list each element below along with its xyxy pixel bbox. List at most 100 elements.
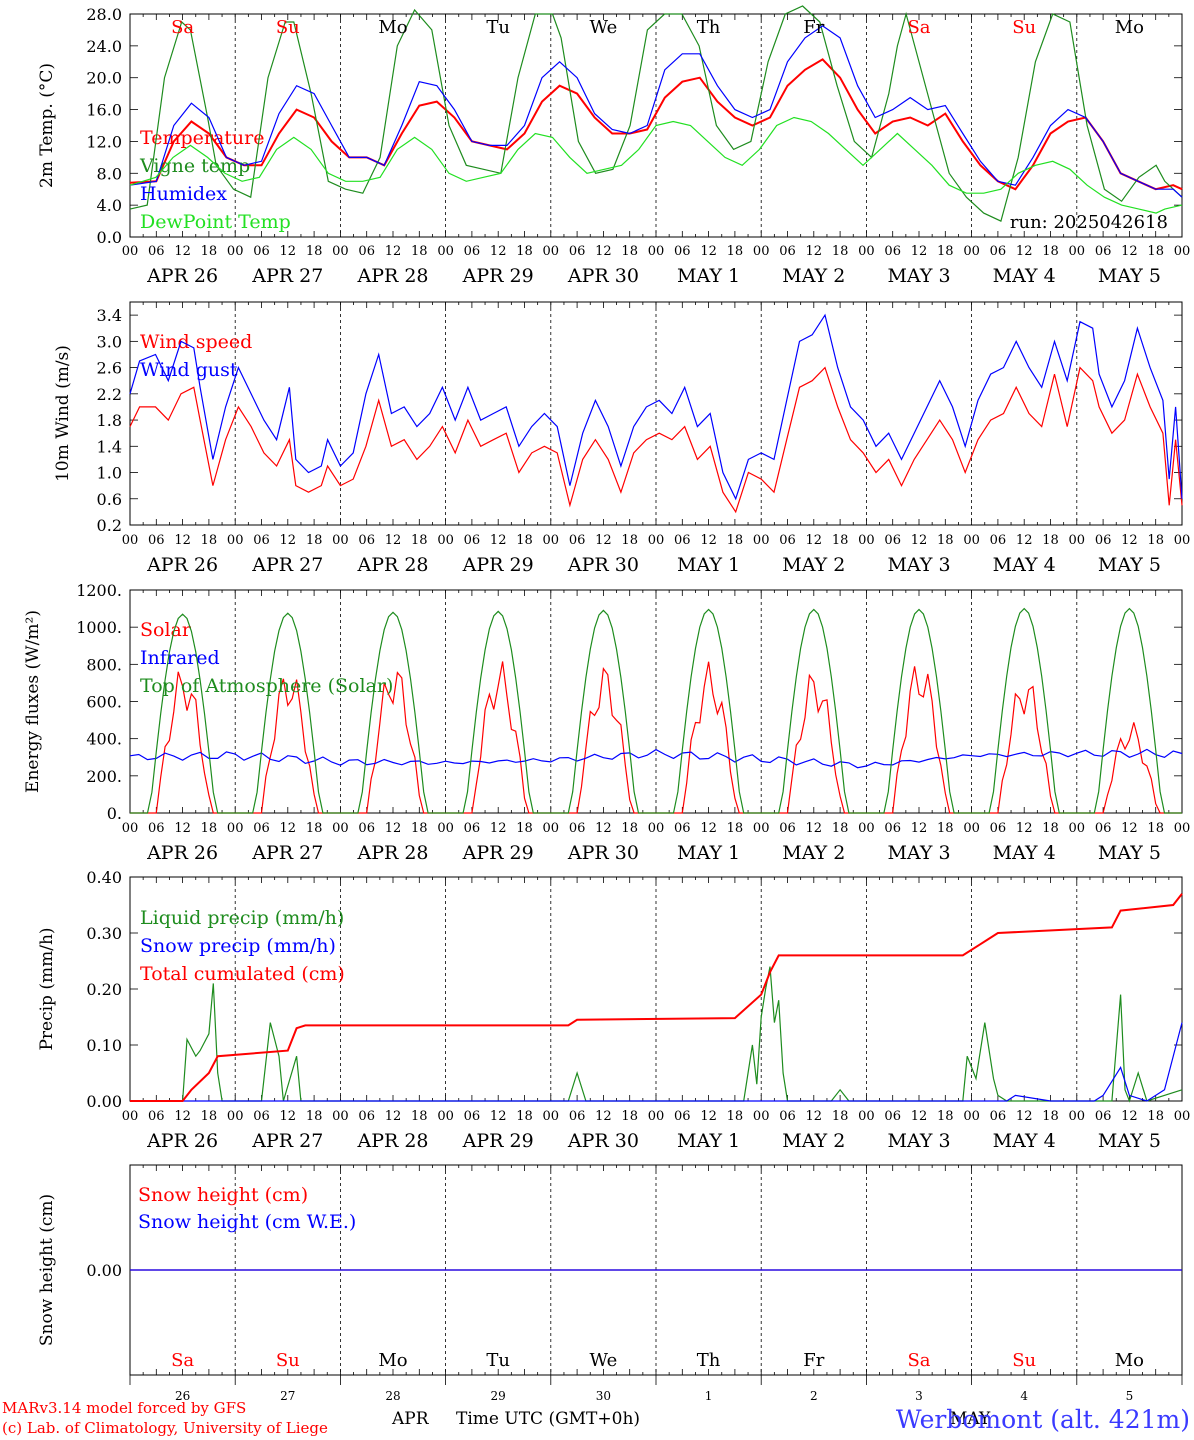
hour-tick-label: 12 [385,1109,402,1124]
hour-tick-label: 06 [990,533,1007,548]
hour-tick-label: 06 [779,821,796,836]
hour-tick-label: 00 [437,244,454,259]
date-label: APR 26 [146,1130,218,1152]
date-label: MAY 1 [677,842,740,864]
series-line-dewpoint-temp [129,116,1183,214]
hour-tick-label: 12 [174,533,191,548]
y-tick-label: 1000. [76,618,122,637]
hour-tick-label: 00 [543,821,560,836]
hour-tick-label: 06 [569,244,586,259]
hour-tick-label: 18 [621,821,638,836]
weekday-label: Su [276,17,300,38]
hour-tick-label: 12 [700,244,717,259]
chart-panel-5: 0.00 Snow height (cm) Snow height (cm) Snow… [37,1164,1183,1403]
footer-time-axis-label: Time UTC (GMT+0h) [456,1409,640,1429]
weekday-label: Sa [171,1350,194,1371]
weekday-label: Mo [378,1350,407,1371]
hour-tick-label: 12 [595,1109,612,1124]
hour-tick-label: 00 [858,821,875,836]
hour-tick-label: 12 [174,821,191,836]
hour-tick-label: 12 [490,244,507,259]
legend-entry: Vigne temp [139,155,250,177]
hour-tick-label: 12 [490,821,507,836]
hour-tick-label: 06 [779,244,796,259]
hour-tick-label: 18 [1147,821,1164,836]
date-label: APR 29 [462,842,534,864]
hour-tick-label: 18 [201,821,218,836]
hour-tick-label: 00 [332,533,349,548]
y-tick-label: 12.0 [86,132,122,151]
y-tick-label: 1.8 [97,411,122,430]
weekday-label: Sa [171,17,194,38]
hour-tick-label: 12 [595,244,612,259]
weekday-label: Sa [907,1350,930,1371]
weekday-label: We [590,17,618,38]
hour-tick-label: 06 [569,1109,586,1124]
hour-tick-label: 12 [174,244,191,259]
hour-tick-label: 06 [884,821,901,836]
y-tick-label: 1.4 [97,437,122,456]
hour-tick-label: 18 [516,821,533,836]
hour-tick-label: 12 [280,533,297,548]
hour-tick-label: 18 [306,533,323,548]
hour-tick-label: 00 [963,533,980,548]
hour-tick-label: 12 [174,1109,191,1124]
date-label: MAY 3 [887,842,950,864]
legend-entry: Infrared [140,647,220,669]
hour-tick-label: 18 [306,244,323,259]
hour-tick-label: 06 [1095,533,1112,548]
y-tick-label: 1.0 [97,464,122,483]
hour-tick-label: 00 [437,533,454,548]
hour-tick-label: 18 [832,1109,849,1124]
legend-entry: DewPoint Temp [140,211,291,233]
hour-tick-label: 12 [1016,821,1033,836]
hour-tick-label: 00 [122,821,139,836]
legend-entry: Humidex [140,183,227,205]
hour-tick-label: 12 [911,821,928,836]
hour-tick-label: 12 [911,533,928,548]
date-label: APR 28 [356,842,428,864]
hour-tick-label: 18 [832,244,849,259]
hour-tick-label: 12 [806,1109,823,1124]
weekday-label: We [590,1350,618,1371]
footer: MARv3.14 model forced by GFS (c) Lab. of… [2,1399,1190,1437]
y-tick-label: 0.40 [86,868,122,887]
hour-tick-label: 12 [280,821,297,836]
y-tick-label: 16.0 [86,101,122,120]
hour-tick-label: 18 [727,1109,744,1124]
hour-tick-label: 18 [1147,244,1164,259]
hour-tick-label: 00 [543,533,560,548]
series-line-total-cumulated-cm- [130,893,1183,1102]
hour-tick-label: 06 [990,821,1007,836]
hour-tick-label: 06 [990,1109,1007,1124]
hour-tick-label: 18 [832,533,849,548]
hour-tick-label: 12 [1121,244,1138,259]
legend-entry: Total cumulated (cm) [140,963,345,985]
y-tick-label: 8.0 [97,164,122,183]
hour-tick-label: 06 [569,533,586,548]
date-label: MAY 2 [782,554,845,576]
weekday-label: Tu [486,1350,510,1371]
hour-tick-label: 12 [385,244,402,259]
hour-tick-label: 18 [1042,533,1059,548]
hour-tick-label: 00 [963,244,980,259]
hour-tick-label: 06 [148,533,165,548]
y-tick-label: 0.30 [86,924,122,943]
legend-entry: Wind speed [140,331,252,353]
hour-tick-label: 18 [1042,1109,1059,1124]
y-tick-label: 2.2 [97,385,122,404]
legend-entry: Top of Atmosphere (Solar) [140,675,393,697]
hour-tick-label: 00 [648,244,665,259]
hour-tick-label: 00 [753,1109,770,1124]
hour-tick-label: 12 [490,1109,507,1124]
hour-tick-label: 18 [306,1109,323,1124]
date-label: APR 26 [146,265,218,287]
plot-frame [129,301,1183,526]
hour-tick-label: 06 [884,1109,901,1124]
hour-tick-label: 18 [621,533,638,548]
hour-tick-label: 18 [306,821,323,836]
date-label: APR 29 [462,554,534,576]
hour-tick-label: 06 [464,1109,481,1124]
hour-tick-label: 12 [700,1109,717,1124]
